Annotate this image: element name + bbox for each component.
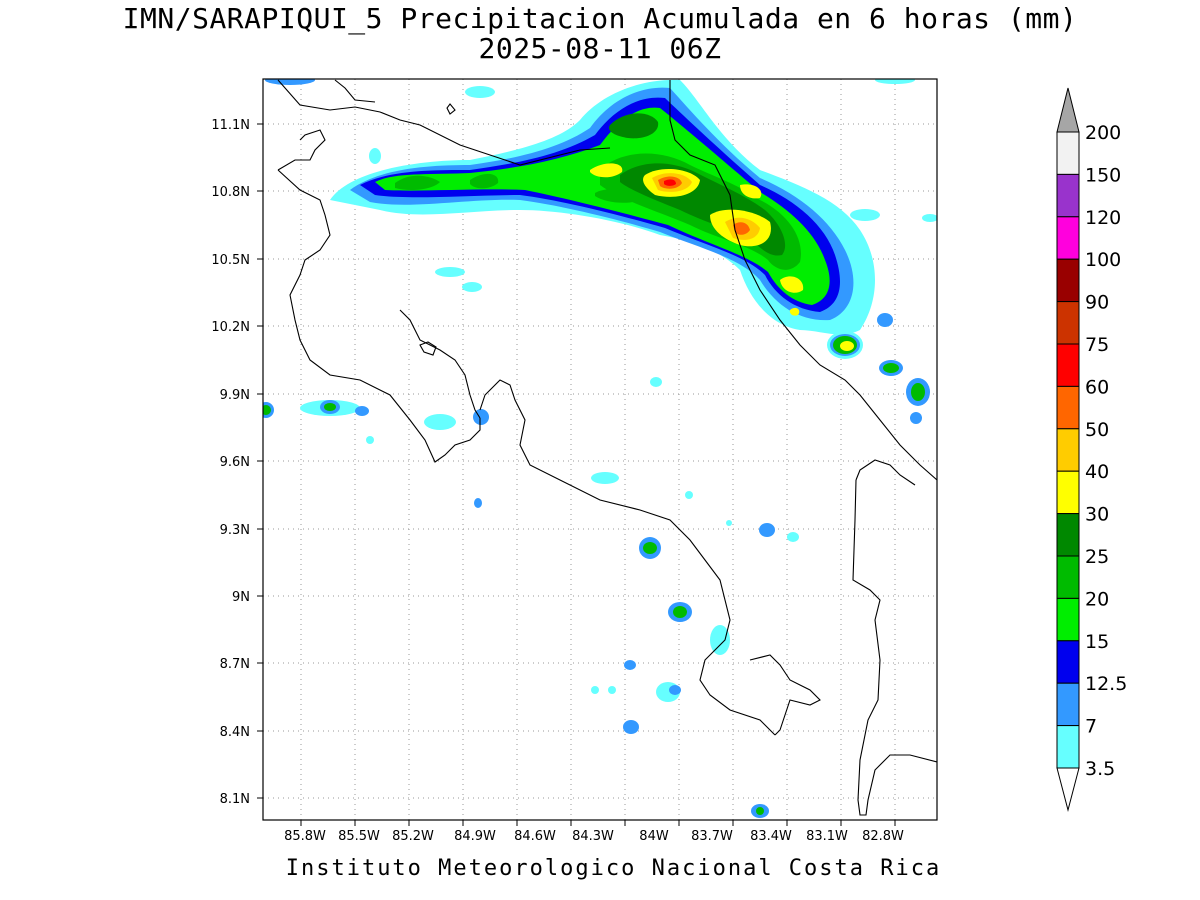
lat-tick-label: 10.2N (211, 320, 250, 335)
colorbar-label: 60 (1085, 376, 1109, 398)
colorbar-swatch (1056, 640, 1080, 684)
lon-tick-label: 84.3W (572, 829, 614, 844)
colorbar-label: 90 (1085, 292, 1109, 314)
lon-tick-label: 83.1W (806, 829, 848, 844)
map-grid (263, 79, 937, 820)
colorbar-swatch (1056, 301, 1080, 345)
coastline (277, 79, 937, 816)
colorbar-label: 120 (1085, 207, 1121, 229)
lon-tick-label: 85.8W (284, 829, 326, 844)
lat-tick-label: 10.5N (211, 253, 250, 268)
colorbar-swatch (1056, 555, 1080, 599)
colorbar-swatch (1056, 131, 1080, 175)
chart-subtitle-time: 2025-08-11 06Z (478, 32, 722, 65)
colorbar-swatch (1056, 597, 1080, 642)
colorbar-label: 200 (1085, 122, 1121, 144)
lat-axis: 11.1N 10.8N 10.5N 10.2N 9.9N 9.6N 9.3N 9… (211, 118, 263, 807)
lon-tick-label: 84W (639, 829, 669, 844)
colorbar-label: 20 (1085, 588, 1109, 610)
chart-title: IMN/SARAPIQUI_5 Precipitacion Acumulada … (122, 2, 1078, 35)
lon-tick-label: 85.5W (338, 829, 380, 844)
colorbar-swatch (1056, 513, 1080, 557)
colorbar-label: 50 (1085, 419, 1109, 441)
lat-tick-label: 8.1N (220, 792, 250, 807)
colorbar-label: 3.5 (1085, 758, 1115, 780)
colorbar-label: 30 (1085, 504, 1109, 526)
lon-tick-label: 83.7W (691, 829, 733, 844)
colorbar-top-arrow (1056, 87, 1080, 133)
lat-tick-label: 8.4N (220, 725, 250, 740)
lat-tick-label: 9N (232, 590, 250, 605)
lat-tick-label: 9.3N (220, 523, 250, 538)
colorbar-label: 12.5 (1085, 673, 1127, 695)
colorbar-label: 40 (1085, 461, 1109, 483)
colorbar-label: 150 (1085, 164, 1121, 186)
lon-tick-label: 85.2W (392, 829, 434, 844)
lat-tick-label: 8.7N (220, 657, 250, 672)
colorbar-swatch (1056, 173, 1080, 218)
precip-band-north (330, 79, 875, 335)
lat-tick-label: 10.8N (211, 185, 250, 200)
colorbar-swatch (1056, 258, 1080, 303)
colorbar-label: 15 (1085, 631, 1109, 653)
footer-credit: Instituto Meteorologico Nacional Costa R… (285, 856, 942, 881)
lon-tick-label: 84.9W (454, 829, 496, 844)
colorbar-swatch (1056, 216, 1080, 260)
colorbar-swatch (1056, 343, 1080, 387)
colorbar-swatch (1056, 385, 1080, 430)
colorbar-bottom-arrow (1056, 767, 1080, 812)
lon-tick-label: 82.8W (862, 829, 904, 844)
lon-axis: 85.8W 85.5W 85.2W 84.9W 84.6W 84.3W 84W … (284, 820, 904, 844)
lat-tick-label: 11.1N (211, 118, 250, 133)
colorbar-label: 100 (1085, 249, 1121, 271)
plot-frame (262, 78, 938, 821)
colorbar-swatch (1056, 470, 1080, 515)
lon-tick-label: 83.4W (750, 829, 792, 844)
colorbar-label: 75 (1085, 334, 1109, 356)
colorbar-swatch (1056, 682, 1080, 727)
colorbar-label: 25 (1085, 546, 1109, 568)
lon-tick-label: 84.6W (514, 829, 556, 844)
lat-tick-label: 9.9N (220, 388, 250, 403)
colorbar-legend: 200 150 120 100 90 75 60 50 40 30 25 20 15 12.5 7 3.5 (1056, 87, 1127, 812)
colorbar-label: 7 (1085, 716, 1097, 738)
colorbar-swatch (1056, 725, 1080, 769)
lat-tick-label: 9.6N (220, 455, 250, 470)
colorbar-swatch (1056, 428, 1080, 472)
